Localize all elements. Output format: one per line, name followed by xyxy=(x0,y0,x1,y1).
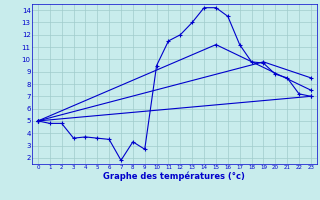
X-axis label: Graphe des températures (°c): Graphe des températures (°c) xyxy=(103,172,245,181)
